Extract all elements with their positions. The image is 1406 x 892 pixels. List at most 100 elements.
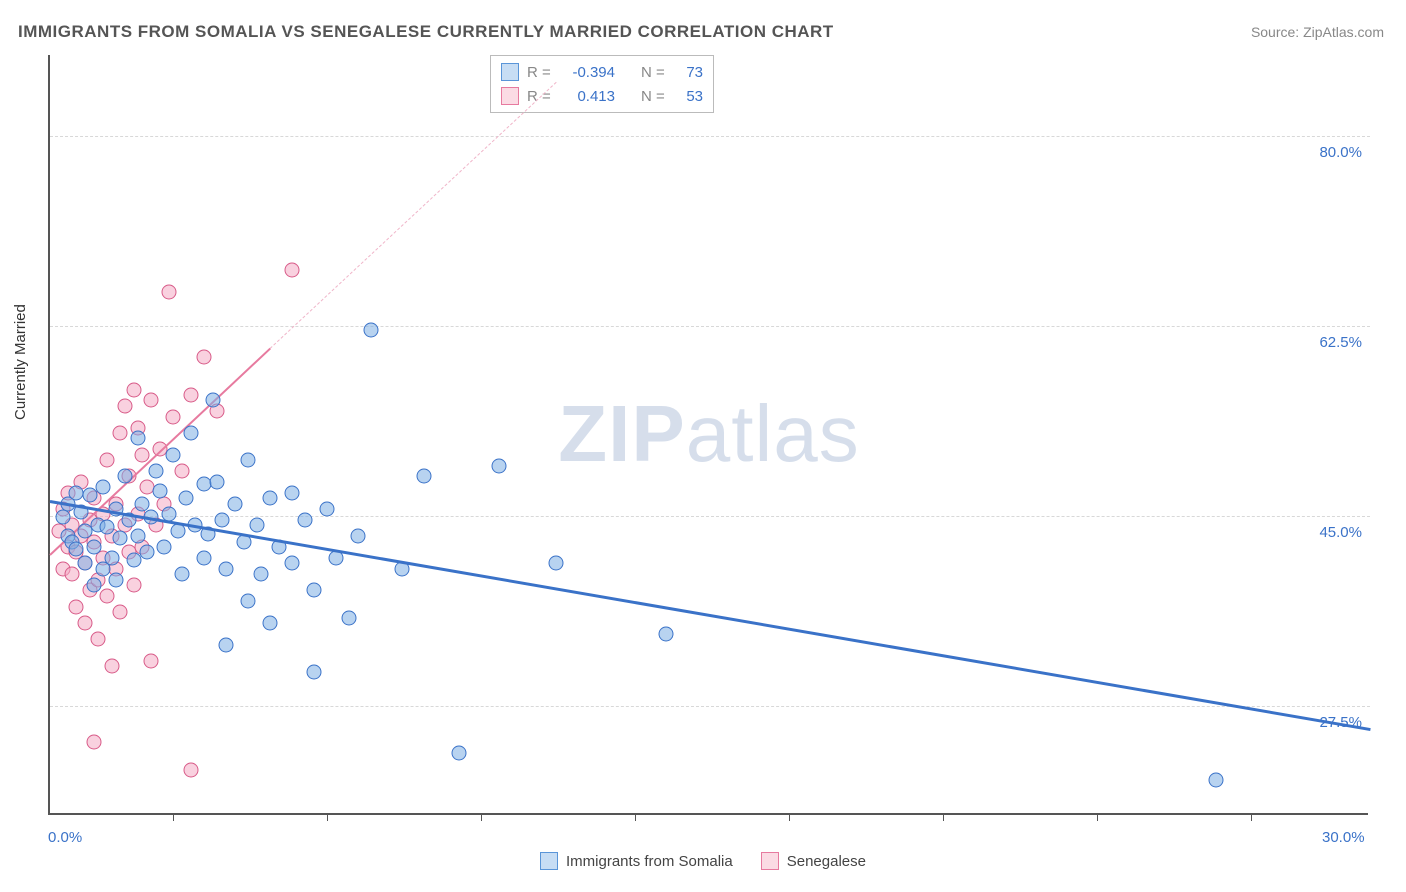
data-point — [78, 556, 93, 571]
data-point — [100, 588, 115, 603]
legend-item: Senegalese — [761, 852, 866, 870]
legend-label: Immigrants from Somalia — [566, 853, 733, 870]
legend-item: Immigrants from Somalia — [540, 852, 733, 870]
stats-box: R =-0.394N =73R =0.413N =53 — [490, 55, 714, 113]
y-axis-label: Currently Married — [12, 304, 29, 420]
data-point — [157, 540, 172, 555]
data-point — [210, 474, 225, 489]
data-point — [117, 469, 132, 484]
data-point — [131, 529, 146, 544]
legend-swatch — [540, 852, 558, 870]
data-point — [175, 464, 190, 479]
stat-label: N = — [641, 88, 667, 105]
data-point — [1209, 773, 1224, 788]
trend-line — [50, 500, 1370, 731]
data-point — [249, 518, 264, 533]
data-point — [69, 599, 84, 614]
data-point — [263, 616, 278, 631]
data-point — [197, 350, 212, 365]
data-point — [100, 453, 115, 468]
data-point — [109, 572, 124, 587]
data-point — [144, 393, 159, 408]
data-point — [144, 654, 159, 669]
data-point — [78, 616, 93, 631]
data-point — [113, 531, 128, 546]
data-point — [126, 382, 141, 397]
data-point — [113, 426, 128, 441]
source-label: Source: — [1251, 24, 1303, 40]
data-point — [153, 483, 168, 498]
legend-label: Senegalese — [787, 853, 866, 870]
data-point — [117, 398, 132, 413]
data-point — [241, 594, 256, 609]
x-tick-label: 30.0% — [1322, 829, 1365, 846]
data-point — [179, 491, 194, 506]
data-point — [166, 447, 181, 462]
data-point — [417, 469, 432, 484]
data-point — [104, 659, 119, 674]
data-point — [263, 491, 278, 506]
source-link[interactable]: ZipAtlas.com — [1303, 24, 1384, 40]
trend-line — [270, 82, 557, 349]
data-point — [285, 263, 300, 278]
data-point — [307, 583, 322, 598]
data-point — [95, 480, 110, 495]
data-point — [219, 561, 234, 576]
data-point — [69, 542, 84, 557]
x-tick — [1097, 813, 1098, 821]
gridline — [50, 706, 1370, 707]
data-point — [364, 322, 379, 337]
chart-title: IMMIGRANTS FROM SOMALIA VS SENEGALESE CU… — [18, 22, 834, 42]
data-point — [219, 637, 234, 652]
data-point — [214, 512, 229, 527]
gridline — [50, 136, 1370, 137]
x-tick-label: 0.0% — [48, 829, 82, 846]
data-point — [56, 509, 71, 524]
gridline — [50, 516, 1370, 517]
legend-swatch — [761, 852, 779, 870]
data-point — [87, 578, 102, 593]
data-point — [139, 545, 154, 560]
data-point — [307, 664, 322, 679]
bottom-legend: Immigrants from Somalia Senegalese — [0, 852, 1406, 874]
x-tick — [789, 813, 790, 821]
data-point — [183, 762, 198, 777]
data-point — [285, 485, 300, 500]
x-tick — [1251, 813, 1252, 821]
data-point — [183, 426, 198, 441]
stats-row: R =-0.394N =73 — [501, 60, 703, 84]
data-point — [659, 626, 674, 641]
legend-swatch — [501, 87, 519, 105]
data-point — [342, 610, 357, 625]
data-point — [298, 512, 313, 527]
data-point — [241, 453, 256, 468]
stat-value: -0.394 — [561, 64, 615, 81]
source-attribution: Source: ZipAtlas.com — [1251, 24, 1384, 40]
stat-label: N = — [641, 64, 667, 81]
data-point — [87, 540, 102, 555]
data-point — [175, 567, 190, 582]
data-point — [227, 496, 242, 511]
data-point — [166, 409, 181, 424]
y-tick-label: 62.5% — [1319, 334, 1362, 351]
x-tick — [943, 813, 944, 821]
y-tick-label: 45.0% — [1319, 524, 1362, 541]
data-point — [285, 556, 300, 571]
data-point — [351, 529, 366, 544]
data-point — [491, 458, 506, 473]
data-point — [549, 556, 564, 571]
data-point — [197, 550, 212, 565]
plot-area: ZIPatlas R =-0.394N =73R =0.413N =53 27.… — [48, 55, 1368, 815]
y-tick-label: 80.0% — [1319, 144, 1362, 161]
x-tick — [481, 813, 482, 821]
data-point — [320, 502, 335, 517]
data-point — [91, 632, 106, 647]
data-point — [104, 550, 119, 565]
data-point — [126, 578, 141, 593]
watermark: ZIPatlas — [558, 388, 859, 480]
data-point — [148, 464, 163, 479]
data-point — [452, 746, 467, 761]
data-point — [183, 388, 198, 403]
stat-value: 73 — [675, 64, 703, 81]
data-point — [113, 605, 128, 620]
